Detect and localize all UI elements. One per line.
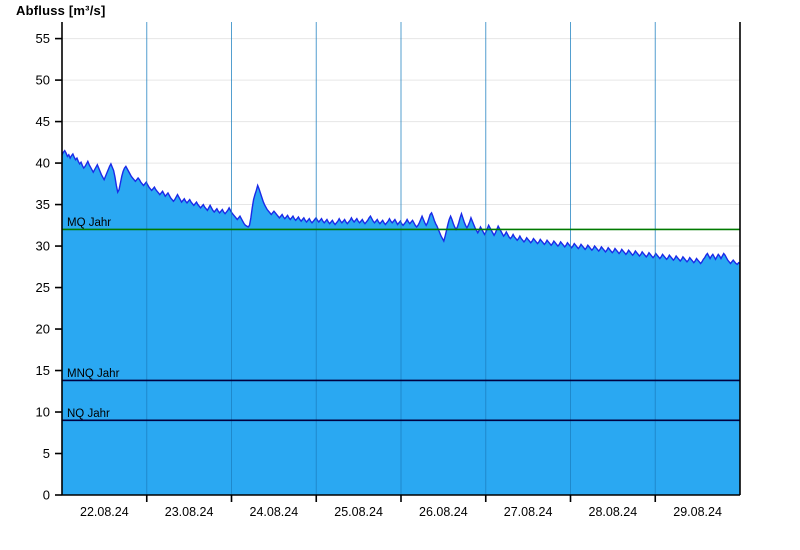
y-tick-label: 10: [36, 405, 50, 420]
y-tick-label: 30: [36, 239, 50, 254]
x-axis-tick-labels: 22.08.24 23.08.24 24.08.24 25.08.24 26.08.24…: [80, 505, 722, 519]
y-tick-label: 55: [36, 31, 50, 46]
y-tick-label: 35: [36, 197, 50, 212]
y-tick-label: 50: [36, 73, 50, 88]
y-axis-tick-labels: 0 5 10 15 20 25 30 35 40 45 50 55: [36, 31, 50, 502]
y-tick-label: 40: [36, 156, 50, 171]
x-tick-label: 23.08.24: [165, 505, 214, 519]
y-axis-title: Abfluss [m³/s]: [16, 3, 106, 18]
x-tick-label: 29.08.24: [673, 505, 722, 519]
y-tick-label: 5: [43, 446, 50, 461]
y-tick-label: 25: [36, 280, 50, 295]
x-tick-label: 28.08.24: [589, 505, 638, 519]
x-tick-label: 27.08.24: [504, 505, 553, 519]
threshold-label: MNQ Jahr: [67, 368, 120, 380]
threshold-label: NQ Jahr: [67, 408, 110, 420]
threshold-lines: [62, 228, 740, 422]
day-separator-lines: [146, 22, 656, 495]
x-tick-label: 22.08.24: [80, 505, 129, 519]
x-tick-label: 25.08.24: [334, 505, 383, 519]
y-tick-label: 45: [36, 114, 50, 129]
axis-ticks: [55, 37, 657, 502]
y-tick-label: 15: [36, 363, 50, 378]
x-tick-label: 24.08.24: [250, 505, 299, 519]
threshold-label: MQ Jahr: [67, 217, 111, 229]
y-tick-label: 20: [36, 322, 50, 337]
x-tick-label: 26.08.24: [419, 505, 468, 519]
y-tick-label: 0: [43, 488, 50, 503]
threshold-line-labels: MQ Jahr MNQ Jahr NQ Jahr: [67, 217, 120, 420]
